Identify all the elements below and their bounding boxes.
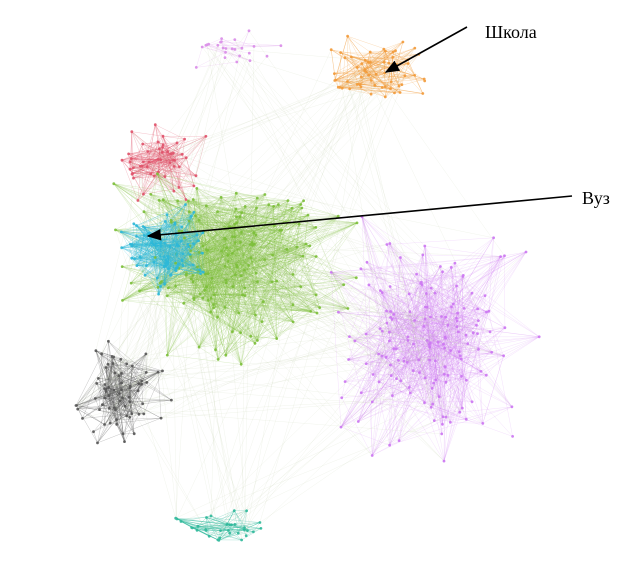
arrow: [146, 195, 573, 241]
annotation-label: Школа: [485, 22, 537, 42]
network: [74, 29, 541, 542]
edge-bundle: [113, 173, 358, 365]
annotation-label: Вуз: [582, 188, 610, 208]
edge-bundle: [75, 341, 172, 444]
arrow: [384, 26, 468, 73]
node-group: [120, 123, 208, 202]
edge-bundle: [330, 216, 540, 462]
